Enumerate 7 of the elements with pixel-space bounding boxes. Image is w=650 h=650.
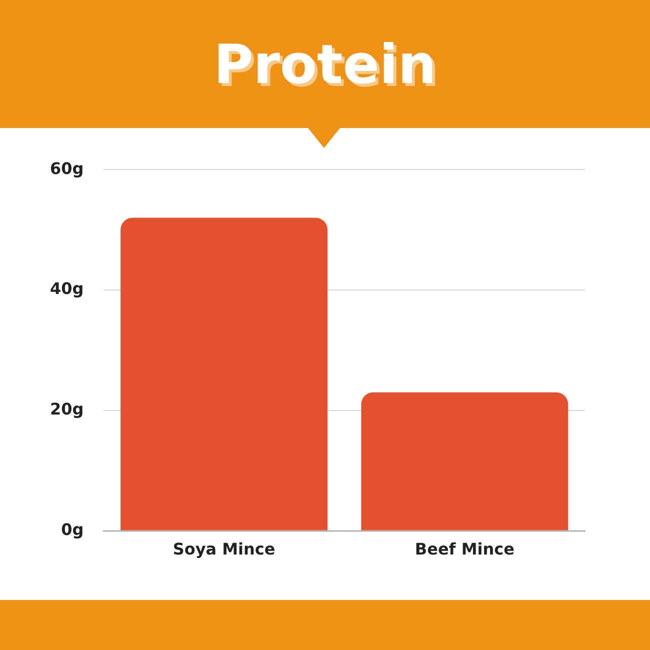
x-tick-label: Soya Mince — [172, 540, 276, 559]
x-tick-label: Beef Mince — [414, 540, 515, 559]
chart-title: Protein — [214, 32, 436, 96]
y-tick-label: 40g — [50, 279, 84, 298]
y-tick-label: 60g — [50, 158, 84, 178]
y-tick-label: 0g — [61, 520, 84, 539]
y-tick-label: 20g — [50, 400, 84, 419]
